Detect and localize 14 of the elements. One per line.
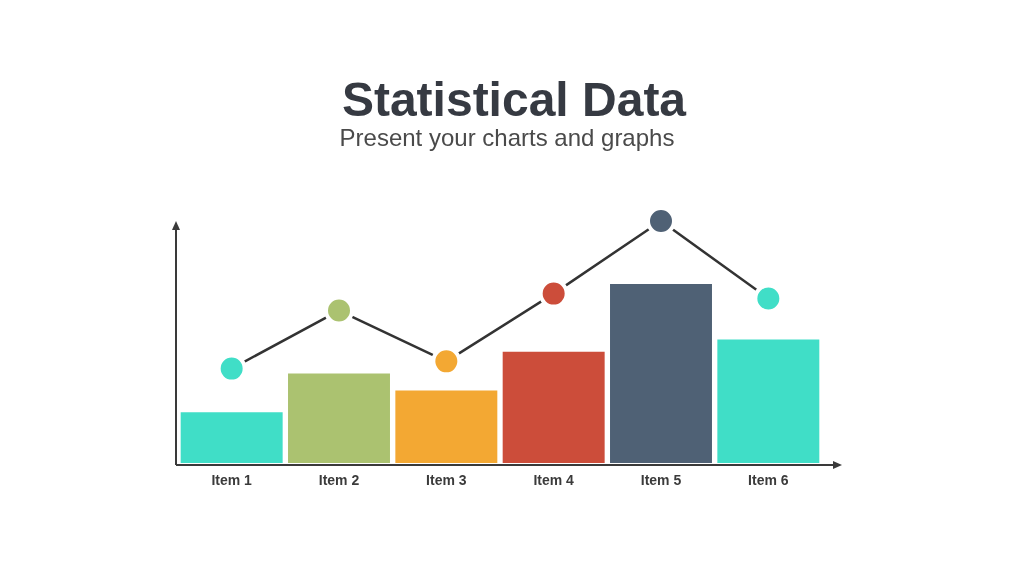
bar (717, 339, 820, 463)
x-tick-label: Item 5 (640, 472, 682, 489)
x-tick-label: Item 3 (426, 472, 467, 489)
x-tick-label: Item 4 (533, 472, 575, 489)
bar (610, 283, 712, 463)
bar (180, 412, 283, 463)
bar (395, 390, 498, 463)
chart-title: Statistical Data (340, 73, 688, 126)
chart-subtitle: Present your charts and graphs (338, 124, 676, 151)
bar (288, 373, 390, 463)
x-tick-label: Item 2 (318, 472, 360, 489)
x-tick-label: Item 6 (748, 472, 789, 489)
x-tick-label: Item 1 (211, 472, 253, 489)
bar (502, 351, 605, 463)
